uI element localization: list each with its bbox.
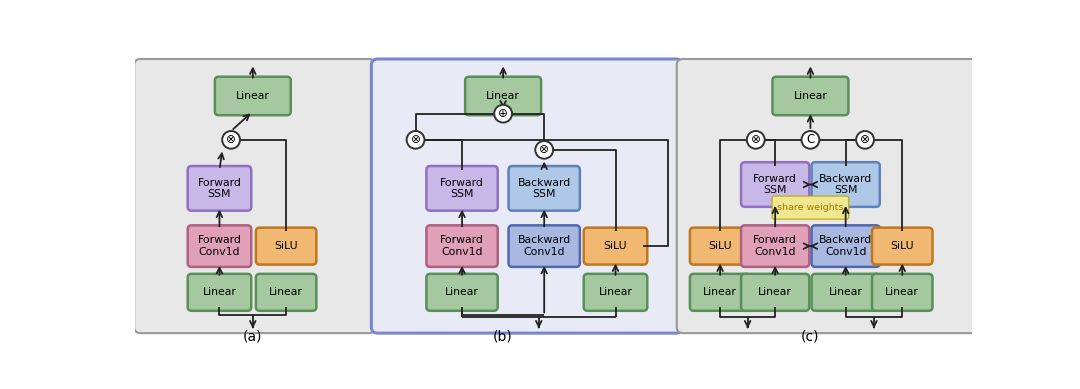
Text: (a): (a) [243, 330, 262, 344]
Text: (b): (b) [494, 330, 513, 344]
Circle shape [495, 105, 512, 123]
Text: Linear: Linear [886, 287, 919, 297]
FancyBboxPatch shape [690, 228, 751, 265]
Text: SiLU: SiLU [890, 241, 914, 251]
FancyBboxPatch shape [427, 166, 498, 211]
Text: Forward
SSM: Forward SSM [753, 174, 797, 195]
FancyBboxPatch shape [583, 274, 647, 311]
FancyBboxPatch shape [134, 59, 375, 333]
FancyBboxPatch shape [741, 274, 809, 311]
FancyBboxPatch shape [427, 274, 498, 311]
FancyBboxPatch shape [583, 228, 647, 265]
Text: Backward
Conv1d: Backward Conv1d [819, 235, 873, 257]
FancyBboxPatch shape [465, 77, 541, 115]
Text: Forward
Conv1d: Forward Conv1d [198, 235, 242, 257]
Text: Forward
SSM: Forward SSM [441, 177, 484, 199]
Text: C: C [807, 133, 814, 146]
Text: Linear: Linear [269, 287, 303, 297]
Text: Forward
Conv1d: Forward Conv1d [753, 235, 797, 257]
Text: share weights: share weights [778, 203, 843, 212]
Circle shape [856, 131, 874, 149]
FancyBboxPatch shape [677, 59, 985, 333]
Circle shape [222, 131, 240, 149]
FancyBboxPatch shape [215, 77, 291, 115]
Text: Linear: Linear [486, 91, 521, 101]
Text: Linear: Linear [445, 287, 480, 297]
FancyBboxPatch shape [811, 162, 880, 207]
FancyBboxPatch shape [256, 228, 316, 265]
FancyBboxPatch shape [690, 274, 751, 311]
Text: Forward
Conv1d: Forward Conv1d [441, 235, 484, 257]
FancyBboxPatch shape [188, 274, 252, 311]
FancyBboxPatch shape [772, 77, 849, 115]
Text: Forward
SSM: Forward SSM [198, 177, 242, 199]
Text: SiLU: SiLU [604, 241, 627, 251]
FancyBboxPatch shape [772, 196, 849, 219]
Text: ⊗: ⊗ [410, 133, 420, 146]
FancyBboxPatch shape [256, 274, 316, 311]
FancyBboxPatch shape [509, 166, 580, 211]
Text: Linear: Linear [828, 287, 863, 297]
Circle shape [536, 141, 553, 159]
Text: (c): (c) [801, 330, 820, 344]
FancyBboxPatch shape [188, 166, 252, 211]
FancyBboxPatch shape [509, 225, 580, 267]
FancyBboxPatch shape [372, 59, 683, 333]
Text: ⊗: ⊗ [226, 133, 237, 146]
Text: Backward
SSM: Backward SSM [819, 174, 873, 195]
FancyBboxPatch shape [427, 225, 498, 267]
Text: ⊗: ⊗ [860, 133, 870, 146]
Text: Linear: Linear [203, 287, 237, 297]
FancyBboxPatch shape [741, 225, 809, 267]
Circle shape [747, 131, 765, 149]
Text: Linear: Linear [794, 91, 827, 101]
FancyBboxPatch shape [872, 274, 932, 311]
FancyBboxPatch shape [811, 225, 880, 267]
Text: Linear: Linear [598, 287, 633, 297]
Text: ⊕: ⊕ [498, 107, 508, 120]
FancyBboxPatch shape [741, 162, 809, 207]
Text: Linear: Linear [758, 287, 792, 297]
Text: Linear: Linear [703, 287, 737, 297]
FancyBboxPatch shape [872, 228, 932, 265]
Text: Backward
Conv1d: Backward Conv1d [517, 235, 571, 257]
FancyBboxPatch shape [811, 274, 880, 311]
Text: Linear: Linear [235, 91, 270, 101]
Text: ⊗: ⊗ [751, 133, 760, 146]
Circle shape [801, 131, 820, 149]
Text: Backward
SSM: Backward SSM [517, 177, 571, 199]
Circle shape [407, 131, 424, 149]
Text: ⊗: ⊗ [539, 144, 549, 156]
Text: SiLU: SiLU [708, 241, 732, 251]
Text: SiLU: SiLU [274, 241, 298, 251]
FancyBboxPatch shape [188, 225, 252, 267]
